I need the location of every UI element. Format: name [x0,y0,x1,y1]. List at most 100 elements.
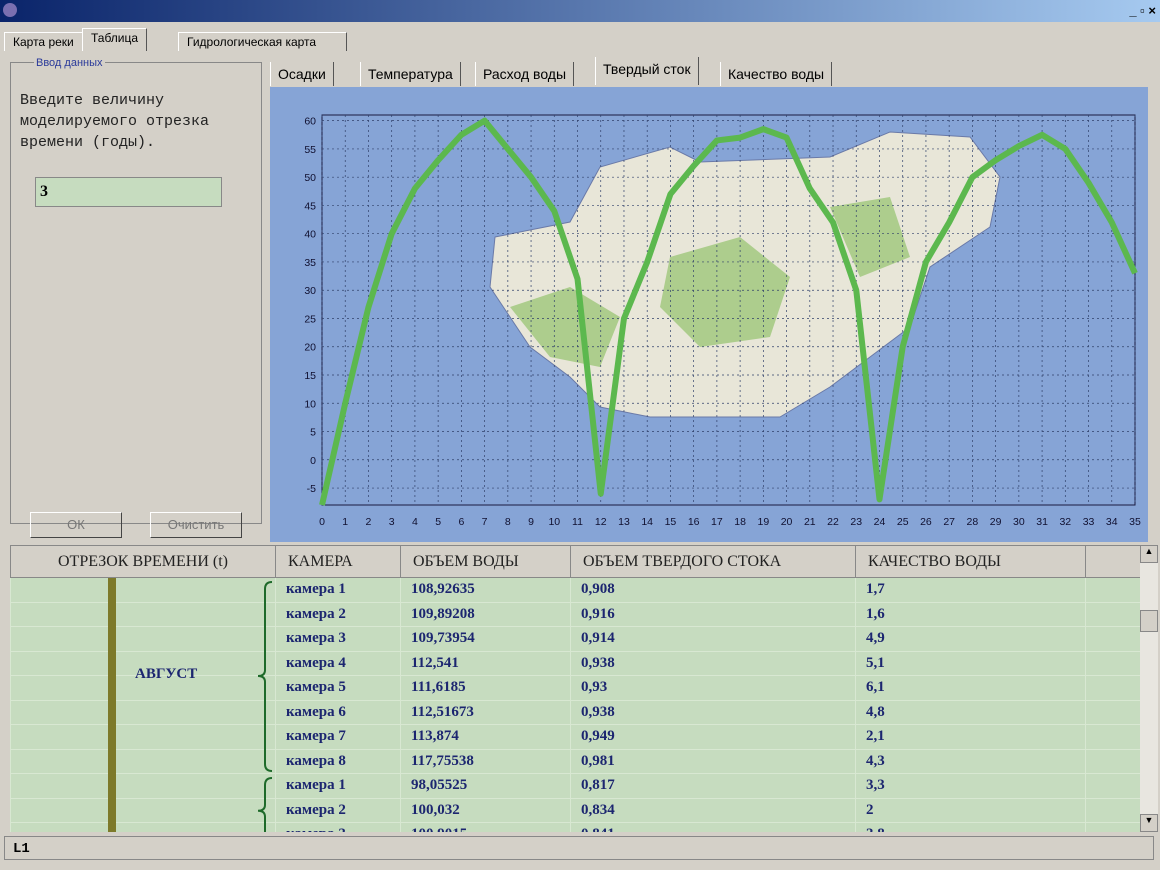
group-brace [256,581,276,773]
x-tick-label: 3 [389,516,395,528]
cell: 1,7 [856,578,1086,603]
y-tick-label: 20 [304,342,316,354]
years-input[interactable]: 3 [35,177,222,207]
x-tick-label: 14 [641,516,653,528]
cell: 100,9015 [401,823,571,833]
window-buttons[interactable]: _ ▫ × [1129,3,1156,18]
column-header: ОТРЕЗОК ВРЕМЕНИ (t) [11,546,276,578]
x-tick-label: 2 [366,516,372,528]
brace [258,778,272,832]
cell: 112,541 [401,651,571,676]
chart-tab[interactable]: Осадки [270,62,334,86]
x-tick-label: 29 [990,516,1002,528]
cell: камера 5 [276,676,401,701]
tab-active[interactable]: Таблица [82,28,147,51]
group-brace [256,777,276,832]
x-tick-label: 19 [757,516,769,528]
cell: 2 [856,798,1086,823]
x-tick-label: 13 [618,516,630,528]
column-header-empty [1086,546,1141,578]
chart-tab[interactable]: Качество воды [720,62,832,86]
prompt: Введите величину моделируемого отрезка в… [20,90,265,153]
cell: 0,914 [571,627,856,652]
filler-cell [1086,651,1141,676]
filler-cell [1086,823,1141,833]
period-cell [11,700,276,725]
y-tick-label: 60 [304,116,316,128]
column-header: КАЧЕСТВО ВОДЫ [856,546,1086,578]
cell: 0,981 [571,749,856,774]
filler-cell [1086,700,1141,725]
cell: 111,6185 [401,676,571,701]
x-tick-label: 18 [734,516,746,528]
filler-cell [1086,798,1141,823]
table: ОТРЕЗОК ВРЕМЕНИ (t)КАМЕРАОБЪЕМ ВОДЫОБЪЕМ… [10,545,1140,832]
filler-cell [1086,774,1141,799]
x-tick-label: 7 [482,516,488,528]
chart-tab-active[interactable]: Твердый сток [595,57,699,85]
x-tick-label: 4 [412,516,418,528]
table-row: камера 3100,90150,8413,8 [11,823,1141,833]
y-tick-label: 15 [304,370,316,382]
header-row: ОТРЕЗОК ВРЕМЕНИ (t)КАМЕРАОБЪЕМ ВОДЫОБЪЕМ… [11,546,1141,578]
y-tick-label: 0 [310,455,316,467]
cell: 3,8 [856,823,1086,833]
group-label: АВГУСТ [135,666,197,683]
y-tick-label: 40 [304,229,316,241]
filler-cell [1086,627,1141,652]
cell: 117,75538 [401,749,571,774]
period-cell [11,774,276,799]
cell: камера 8 [276,749,401,774]
app-icon [3,3,17,17]
tab[interactable]: Карта реки [4,32,83,51]
scrollbar[interactable]: ▲ ▼ [1140,545,1158,832]
x-tick-label: 21 [804,516,816,528]
cell: камера 7 [276,725,401,750]
chart-tab[interactable]: Температура [360,62,461,86]
y-tick-label: 30 [304,285,316,297]
cell: 100,032 [401,798,571,823]
cell: камера 2 [276,798,401,823]
cell: камера 1 [276,774,401,799]
cell: 1,6 [856,602,1086,627]
x-tick-label: 10 [548,516,560,528]
filler-cell [1086,749,1141,774]
app-window: _ ▫ × Карта реки Таблица Гидрологическая… [0,0,1160,870]
x-tick-label: 23 [850,516,862,528]
x-tick-label: 32 [1059,516,1071,528]
y-tick-label: -5 [307,483,316,495]
x-tick-label: 6 [458,516,464,528]
cell: 112,51673 [401,700,571,725]
x-tick-label: 25 [897,516,909,528]
scroll-down[interactable]: ▼ [1140,814,1158,832]
cell: 6,1 [856,676,1086,701]
period-cell [11,798,276,823]
cell: 109,89208 [401,602,571,627]
scroll-up[interactable]: ▲ [1140,545,1158,563]
chart-tab[interactable]: Расход воды [475,62,574,86]
cell: камера 4 [276,651,401,676]
x-tick-label: 9 [528,516,534,528]
tab[interactable]: Гидрологическая карта [178,32,347,51]
x-tick-label: 12 [595,516,607,528]
cell: 0,938 [571,700,856,725]
cell: 0,841 [571,823,856,833]
cell: 4,9 [856,627,1086,652]
title-bar: _ ▫ × [0,0,1160,22]
cell: 0,916 [571,602,856,627]
scroll-thumb[interactable] [1140,610,1158,632]
y-tick-label: 50 [304,172,316,184]
clear-button[interactable]: Очистить [150,512,242,538]
x-tick-label: 30 [1013,516,1025,528]
x-tick-label: 8 [505,516,511,528]
cell: 98,05525 [401,774,571,799]
cell: камера 3 [276,627,401,652]
x-tick-label: 33 [1083,516,1095,528]
cell: 5,1 [856,651,1086,676]
ok-button[interactable]: ОК [30,512,122,538]
cell: 109,73954 [401,627,571,652]
